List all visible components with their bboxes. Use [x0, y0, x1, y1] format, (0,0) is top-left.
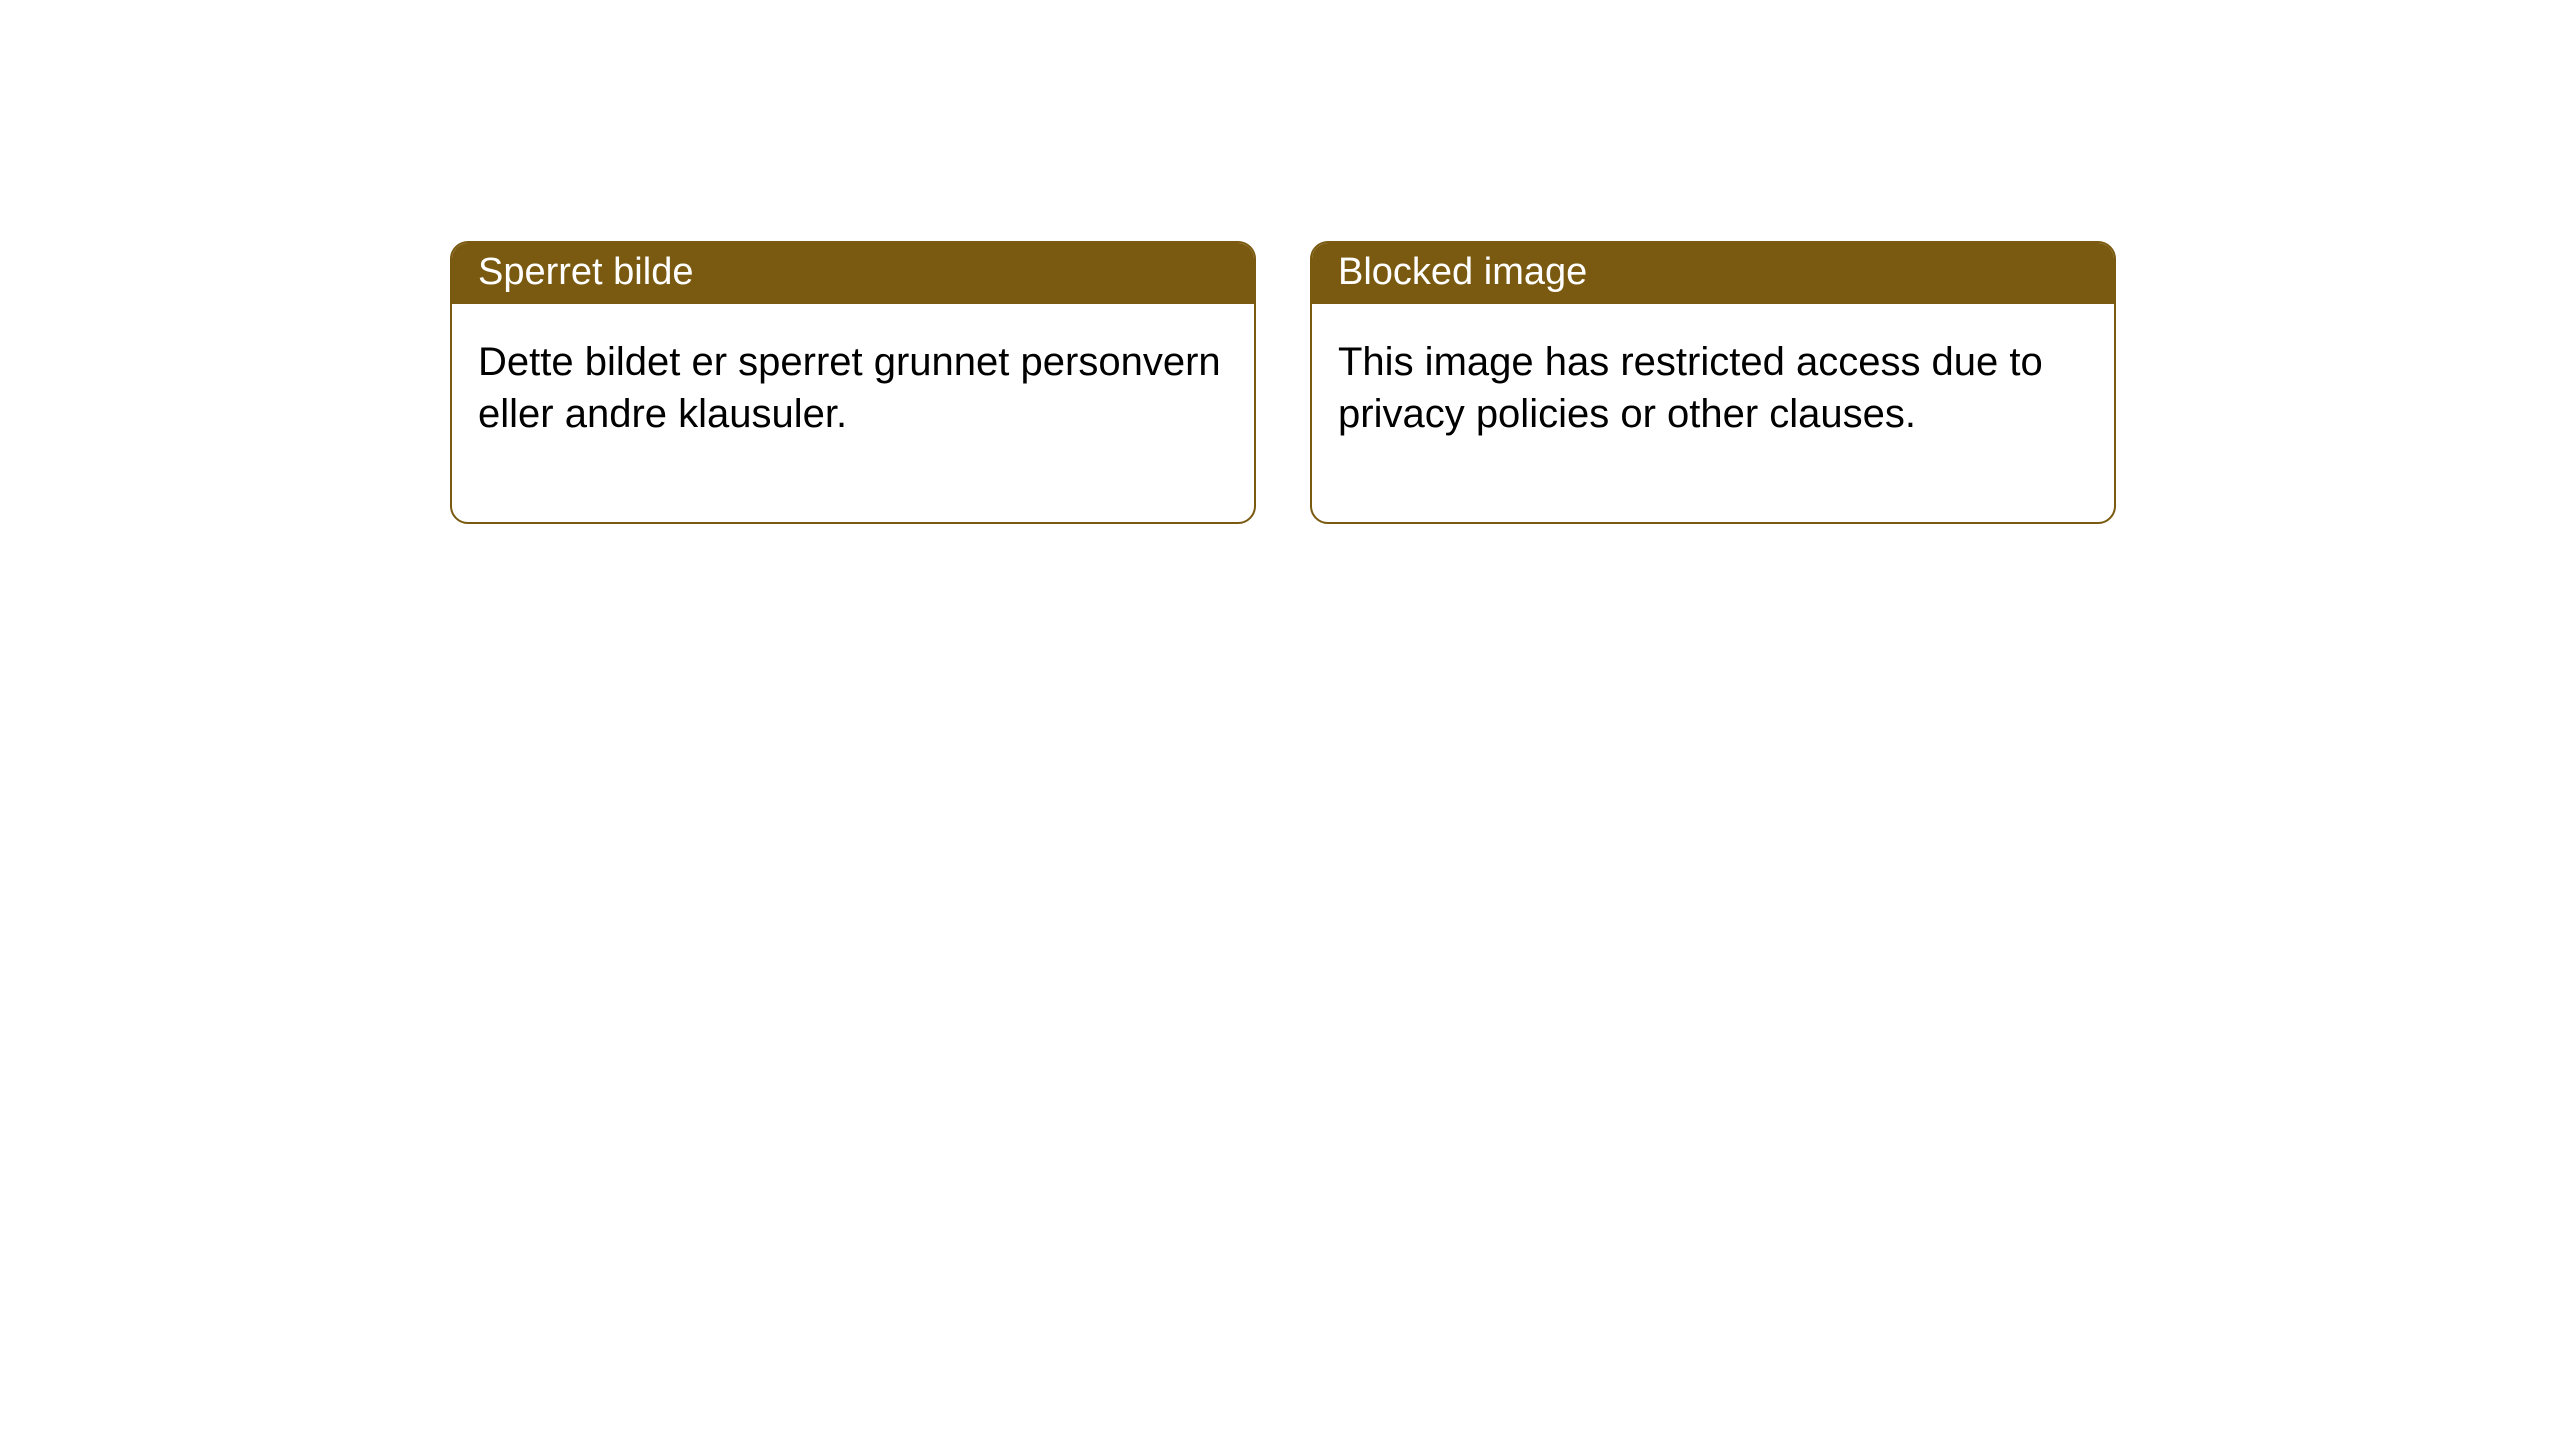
notice-body-english: This image has restricted access due to … [1312, 304, 2114, 522]
notice-header-norwegian: Sperret bilde [452, 243, 1254, 304]
notice-container: Sperret bilde Dette bildet er sperret gr… [0, 0, 2560, 524]
notice-body-norwegian: Dette bildet er sperret grunnet personve… [452, 304, 1254, 522]
notice-header-english: Blocked image [1312, 243, 2114, 304]
notice-card-norwegian: Sperret bilde Dette bildet er sperret gr… [450, 241, 1256, 524]
notice-card-english: Blocked image This image has restricted … [1310, 241, 2116, 524]
